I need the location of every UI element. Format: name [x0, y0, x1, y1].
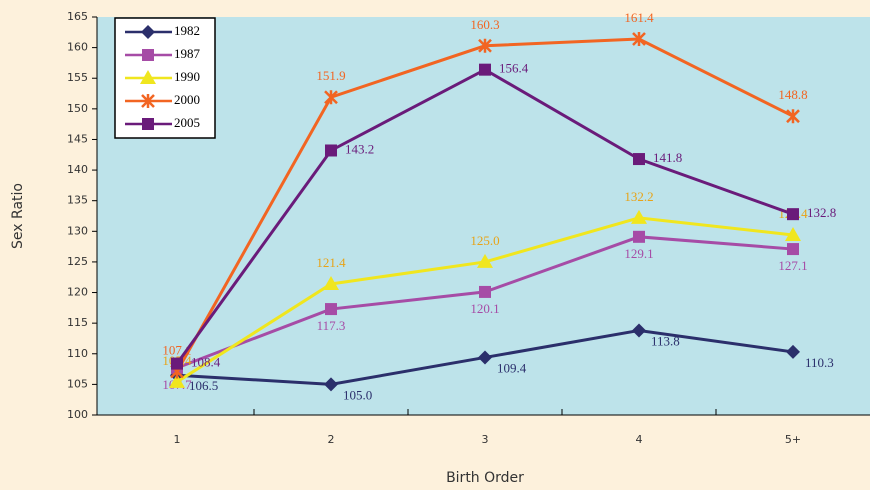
- marker: [142, 49, 154, 61]
- data-label: 105.0: [343, 387, 372, 402]
- data-label: 127.1: [778, 258, 807, 273]
- data-label: 160.3: [470, 17, 499, 32]
- y-tick-label: 115: [67, 316, 88, 329]
- marker: [632, 323, 646, 338]
- marker: [785, 226, 801, 241]
- marker: [786, 109, 800, 124]
- y-tick-label: 160: [67, 41, 88, 54]
- data-label: 161.4: [624, 10, 654, 25]
- data-label: 113.8: [651, 333, 680, 348]
- y-axis-label: Sex Ratio: [10, 183, 26, 249]
- y-tick-label: 125: [67, 255, 88, 268]
- y-tick-label: 140: [67, 163, 88, 176]
- data-label: 125.0: [470, 233, 499, 248]
- y-tick-label: 110: [67, 347, 88, 360]
- x-tick-label: 1: [174, 433, 181, 446]
- marker: [479, 63, 491, 76]
- marker: [478, 38, 492, 53]
- data-label: 132.8: [807, 205, 836, 220]
- marker: [786, 344, 800, 359]
- marker: [323, 275, 339, 290]
- marker: [632, 32, 646, 47]
- data-label: 110.3: [805, 355, 834, 370]
- marker: [324, 90, 338, 105]
- marker: [787, 243, 799, 256]
- marker: [479, 285, 491, 298]
- marker: [142, 118, 154, 130]
- data-label: 148.8: [778, 87, 807, 102]
- y-tick-label: 155: [67, 71, 88, 84]
- data-label: 108.4: [191, 355, 221, 370]
- y-tick-label: 145: [67, 132, 88, 145]
- x-tick-label: 4: [636, 433, 643, 446]
- data-label: 117.3: [317, 318, 346, 333]
- legend-label: 1990: [174, 69, 200, 84]
- marker: [631, 209, 647, 224]
- legend: 1982 1987 1990 2000 2005: [114, 17, 216, 139]
- marker: [325, 303, 337, 316]
- legend-label: 2005: [174, 115, 200, 130]
- marker: [324, 377, 338, 392]
- marker: [141, 25, 155, 39]
- y-tick-label: 130: [67, 224, 88, 237]
- y-tick-label: 105: [67, 377, 88, 390]
- y-tick-label: 120: [67, 286, 88, 299]
- data-label: 129.1: [624, 246, 653, 261]
- data-label: 106.5: [189, 378, 218, 393]
- marker: [478, 350, 492, 365]
- data-label: 141.8: [653, 150, 682, 165]
- y-tick-label: 100: [67, 408, 88, 421]
- x-tick-label: 5+: [785, 433, 801, 446]
- legend-label: 1982: [174, 23, 200, 38]
- marker: [787, 208, 799, 221]
- legend-label: 1987: [174, 46, 201, 61]
- marker: [171, 357, 183, 370]
- data-label: 132.2: [624, 189, 653, 204]
- marker: [477, 253, 493, 268]
- data-label: 121.4: [316, 255, 346, 270]
- legend-label: 2000: [174, 92, 200, 107]
- x-axis-label: Birth Order: [446, 470, 524, 486]
- marker: [140, 70, 156, 84]
- marker: [325, 144, 337, 157]
- marker: [633, 153, 645, 166]
- data-label: 151.9: [316, 68, 345, 83]
- y-tick-label: 135: [67, 194, 88, 207]
- data-label: 156.4: [499, 61, 529, 76]
- data-label: 143.2: [345, 141, 374, 156]
- y-tick-label: 165: [67, 10, 88, 23]
- y-tick-label: 150: [67, 102, 88, 115]
- data-label: 109.4: [497, 360, 527, 375]
- x-tick-label: 2: [328, 433, 335, 446]
- data-label: 120.1: [470, 301, 499, 316]
- x-tick-label: 3: [482, 433, 489, 446]
- marker: [633, 230, 645, 243]
- marker: [169, 373, 185, 388]
- marker: [141, 94, 155, 108]
